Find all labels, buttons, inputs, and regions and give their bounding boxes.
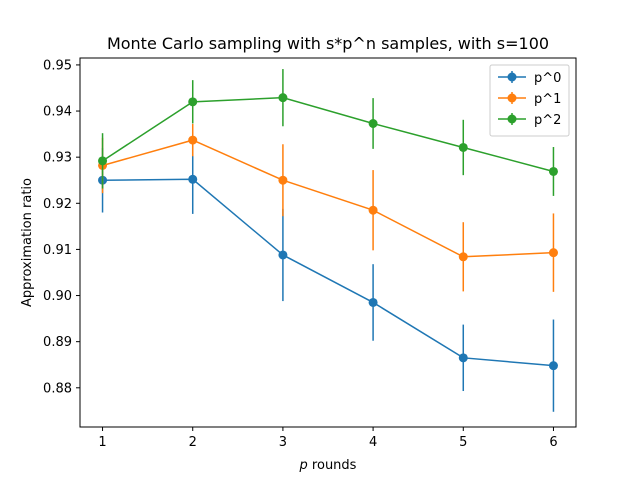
y-axis-title: Approximation ratio — [20, 178, 35, 307]
data-point — [368, 118, 378, 128]
legend-swatch-marker — [507, 72, 517, 82]
legend-item: p^2 — [498, 113, 561, 128]
data-point — [278, 93, 288, 103]
legend-swatch-marker — [507, 93, 517, 103]
x-axis-title-italic: p — [299, 458, 308, 473]
x-axis-title: p rounds — [299, 458, 357, 473]
y-tick-label: 0.92 — [43, 197, 72, 212]
legend-label: p^2 — [534, 113, 561, 128]
y-tick-label: 0.93 — [43, 151, 72, 166]
legend-swatch-marker — [507, 114, 517, 124]
series-1 — [98, 144, 558, 412]
x-tick-label: 3 — [279, 435, 287, 450]
y-axis: 0.88 0.89 0.90 0.91 0.92 0.93 0.94 0.95 — [43, 58, 80, 396]
data-point — [188, 97, 198, 107]
y-tick-label: 0.94 — [43, 105, 72, 120]
data-point — [458, 353, 468, 363]
x-tick-label: 5 — [459, 435, 467, 450]
chart-title: Monte Carlo sampling with s*p^n samples,… — [107, 34, 549, 53]
data-point — [98, 156, 108, 166]
x-tick-label: 4 — [369, 435, 377, 450]
y-tick-label: 0.90 — [43, 289, 72, 304]
x-axis: 1 2 3 4 5 6 — [98, 427, 558, 450]
legend-label: p^0 — [534, 71, 561, 86]
legend: p^0 p^1 p^2 — [489, 64, 570, 137]
y-tick-label: 0.91 — [43, 243, 72, 258]
series-line — [102, 178, 554, 367]
data-point — [458, 252, 468, 262]
data-point — [278, 175, 288, 185]
x-tick-label: 2 — [189, 435, 197, 450]
axes-frame — [79, 57, 577, 428]
x-tick-label: 1 — [98, 435, 106, 450]
x-axis-title-rest: rounds — [308, 458, 357, 473]
series-2 — [98, 123, 558, 292]
data-point — [548, 248, 558, 258]
data-point — [368, 297, 378, 307]
y-tick-label: 0.89 — [43, 335, 72, 350]
data-point — [188, 174, 198, 184]
data-point — [548, 361, 558, 371]
x-tick-label: 6 — [549, 435, 557, 450]
data-point — [458, 142, 468, 152]
series-line — [102, 139, 554, 258]
data-point — [188, 135, 198, 145]
plot-area — [98, 69, 558, 412]
y-tick-label: 0.95 — [43, 58, 72, 73]
legend-item: p^0 — [498, 71, 561, 86]
legend-item: p^1 — [498, 92, 561, 107]
legend-label: p^1 — [534, 92, 561, 107]
data-point — [368, 205, 378, 215]
series-line — [102, 96, 554, 173]
data-point — [278, 250, 288, 260]
data-point — [548, 166, 558, 176]
series-3 — [98, 69, 558, 196]
y-tick-label: 0.88 — [43, 381, 72, 396]
